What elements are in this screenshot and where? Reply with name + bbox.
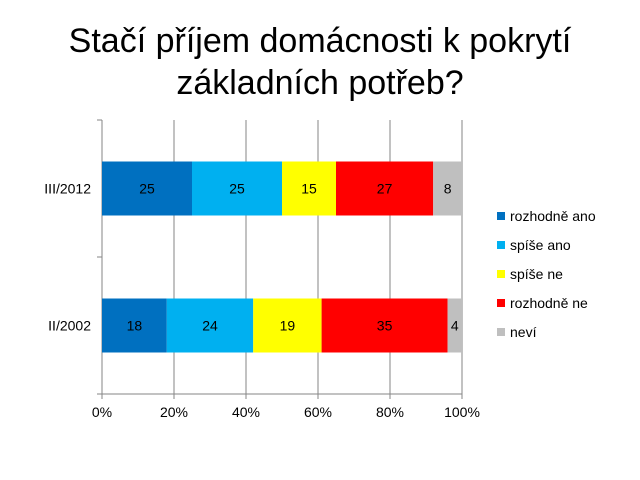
data-label: 8 [444,181,452,197]
bar-segment [253,298,322,353]
data-label: 35 [377,318,393,334]
legend-swatch [497,212,505,220]
x-tick-label: 100% [444,404,480,420]
bar-segment [102,161,192,216]
legend-label: spíše ano [510,237,571,253]
legend-label: neví [510,324,537,340]
legend-label: rozhodně ne [510,295,588,311]
data-label: 25 [229,181,245,197]
chart-title-line-2: základních potřeb? [176,64,464,102]
legend-label: rozhodně ano [510,208,596,224]
x-tick-label: 0% [92,404,112,420]
bar-segment [102,298,167,353]
x-tick-label: 60% [304,404,332,420]
legend-label: spíše ne [510,266,563,282]
data-label: 25 [139,181,155,197]
bar-segment [166,298,254,353]
data-label: 19 [280,318,296,334]
legend-swatch [497,241,505,249]
bar-segment [192,161,282,216]
legend-swatch [497,270,505,278]
legend-swatch [497,299,505,307]
legend-swatch [497,328,505,336]
chart-title-line-1: Stačí příjem domácnosti k pokrytí [68,22,572,60]
x-tick-label: 20% [160,404,188,420]
bar-segment [336,161,434,216]
data-label: 27 [377,181,393,197]
category-label: II/2002 [48,318,91,334]
data-label: 18 [127,318,143,334]
data-label: 15 [301,181,317,197]
bar-segment [447,298,462,353]
bar-segment [321,298,448,353]
bar-segment [433,161,462,216]
x-tick-label: 80% [376,404,404,420]
chart-title: Stačí příjem domácnosti k pokrytí základ… [0,20,640,104]
x-tick-label: 40% [232,404,260,420]
bar-segment [282,161,336,216]
data-label: 4 [451,318,459,334]
category-label: III/2012 [44,181,91,197]
data-label: 24 [202,318,218,334]
